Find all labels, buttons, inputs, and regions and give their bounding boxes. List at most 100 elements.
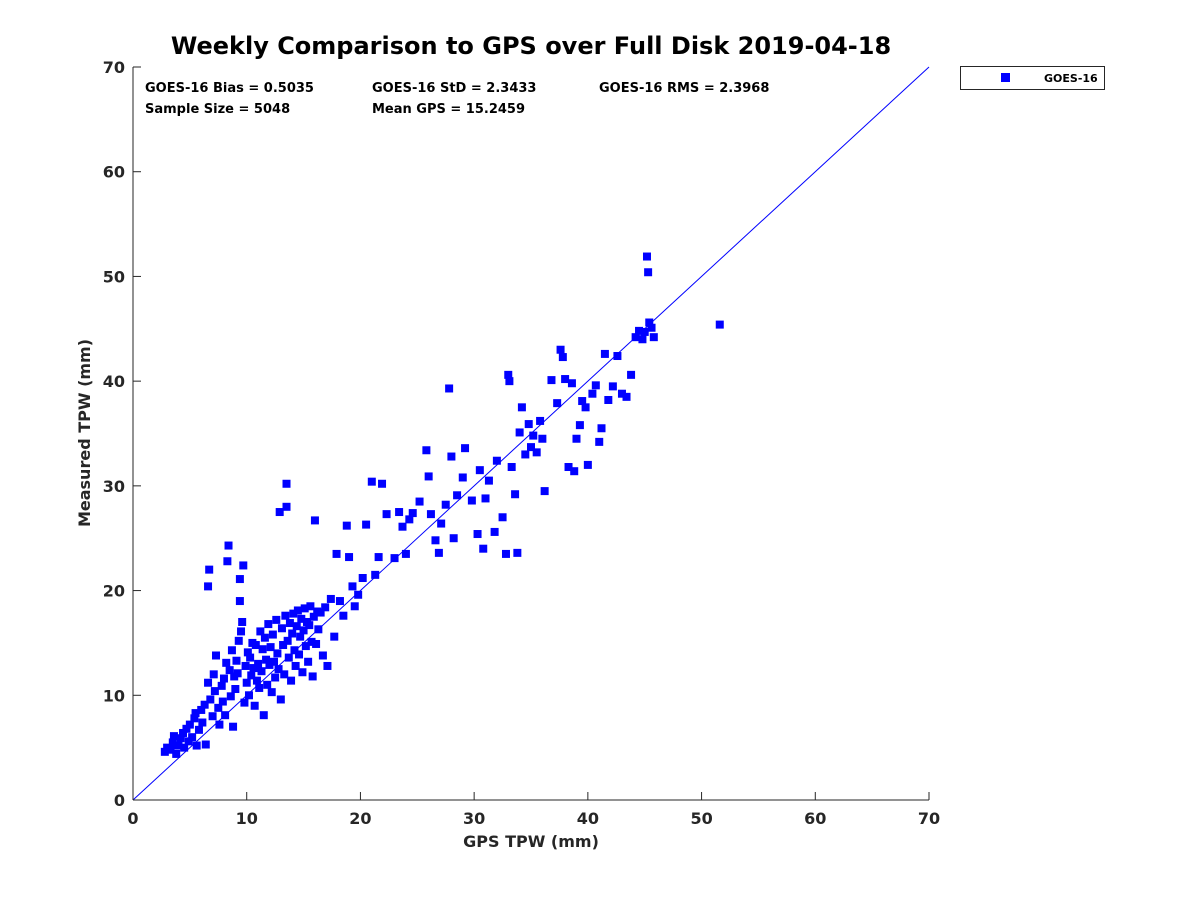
data-point xyxy=(309,612,318,621)
data-point xyxy=(169,732,178,741)
data-point xyxy=(258,645,267,654)
data-point xyxy=(649,333,658,342)
data-point xyxy=(226,692,235,701)
data-point xyxy=(622,392,631,401)
y-axis-label: Measured TPW (mm) xyxy=(75,339,94,527)
data-point xyxy=(608,382,617,391)
stat-bias: GOES-16 Bias = 0.5035 xyxy=(145,81,314,96)
chart-title: Weekly Comparison to GPS over Full Disk … xyxy=(171,32,891,60)
data-point xyxy=(215,720,224,729)
data-points xyxy=(160,252,724,758)
data-point xyxy=(504,370,513,379)
data-point xyxy=(408,509,417,518)
data-point xyxy=(250,701,259,710)
data-point xyxy=(473,530,482,539)
data-point xyxy=(201,740,210,749)
stat-mean-gps: Mean GPS = 15.2459 xyxy=(372,102,525,117)
data-point xyxy=(332,549,341,558)
data-point xyxy=(166,745,175,754)
data-point xyxy=(289,609,298,618)
data-point xyxy=(219,674,228,683)
data-point xyxy=(240,698,249,707)
data-point xyxy=(371,570,380,579)
data-point xyxy=(257,667,266,676)
data-point xyxy=(223,557,232,566)
x-axis-label: GPS TPW (mm) xyxy=(463,832,599,851)
data-point xyxy=(225,666,234,675)
data-point xyxy=(275,508,284,517)
data-point xyxy=(362,520,371,529)
data-point xyxy=(291,661,300,670)
data-point xyxy=(270,657,279,666)
data-point xyxy=(238,617,247,626)
data-point xyxy=(715,320,724,329)
x-tick-label: 0 xyxy=(127,809,138,828)
data-point xyxy=(434,548,443,557)
stats-annotations: GOES-16 Bias = 0.5035 GOES-16 StD = 2.34… xyxy=(145,81,769,117)
data-point xyxy=(273,649,282,658)
data-point xyxy=(570,467,579,476)
data-point xyxy=(326,594,335,603)
data-point xyxy=(481,494,490,503)
data-point xyxy=(348,582,357,591)
data-point xyxy=(339,611,348,620)
data-point xyxy=(182,724,191,733)
data-point xyxy=(214,703,223,712)
data-point xyxy=(210,687,219,696)
data-point xyxy=(613,352,622,361)
data-point xyxy=(398,522,407,531)
x-tick-label: 10 xyxy=(236,809,258,828)
y-tick-label: 70 xyxy=(103,58,125,77)
data-point xyxy=(285,619,294,628)
data-point xyxy=(217,681,226,690)
data-point xyxy=(558,353,567,362)
data-point xyxy=(252,676,261,685)
data-point xyxy=(318,651,327,660)
data-point xyxy=(321,603,330,612)
data-point xyxy=(335,597,344,606)
data-point xyxy=(507,463,516,472)
data-point xyxy=(513,548,522,557)
data-point xyxy=(431,536,440,545)
data-point xyxy=(297,614,306,623)
data-point xyxy=(415,497,424,506)
legend-box xyxy=(960,66,1105,90)
data-point xyxy=(390,554,399,563)
data-point xyxy=(316,608,325,617)
data-point xyxy=(194,725,203,734)
data-point xyxy=(308,672,317,681)
data-point xyxy=(271,673,280,682)
data-point xyxy=(298,668,307,677)
data-point xyxy=(283,636,292,645)
data-point xyxy=(231,685,240,694)
data-point xyxy=(583,460,592,469)
y-tick-label: 50 xyxy=(103,267,125,286)
data-point xyxy=(447,452,456,461)
y-tick-label: 10 xyxy=(103,686,125,705)
data-point xyxy=(239,561,248,570)
data-point xyxy=(259,711,268,720)
data-point xyxy=(293,606,302,615)
data-point xyxy=(205,565,214,574)
data-point xyxy=(342,521,351,530)
data-point xyxy=(354,590,363,599)
data-point xyxy=(212,651,221,660)
data-point xyxy=(312,639,321,648)
data-point xyxy=(168,738,177,747)
data-point xyxy=(204,582,213,591)
data-point xyxy=(299,626,308,635)
data-point xyxy=(575,421,584,430)
data-point xyxy=(280,670,289,679)
data-point xyxy=(597,424,606,433)
data-point xyxy=(274,665,283,674)
data-point xyxy=(307,637,316,646)
x-tick-label: 70 xyxy=(918,809,940,828)
data-point xyxy=(591,381,600,390)
data-point xyxy=(310,516,319,525)
data-point xyxy=(600,349,609,358)
data-point xyxy=(281,611,290,620)
data-point xyxy=(222,658,231,667)
data-point xyxy=(617,389,626,398)
data-point xyxy=(287,676,296,685)
